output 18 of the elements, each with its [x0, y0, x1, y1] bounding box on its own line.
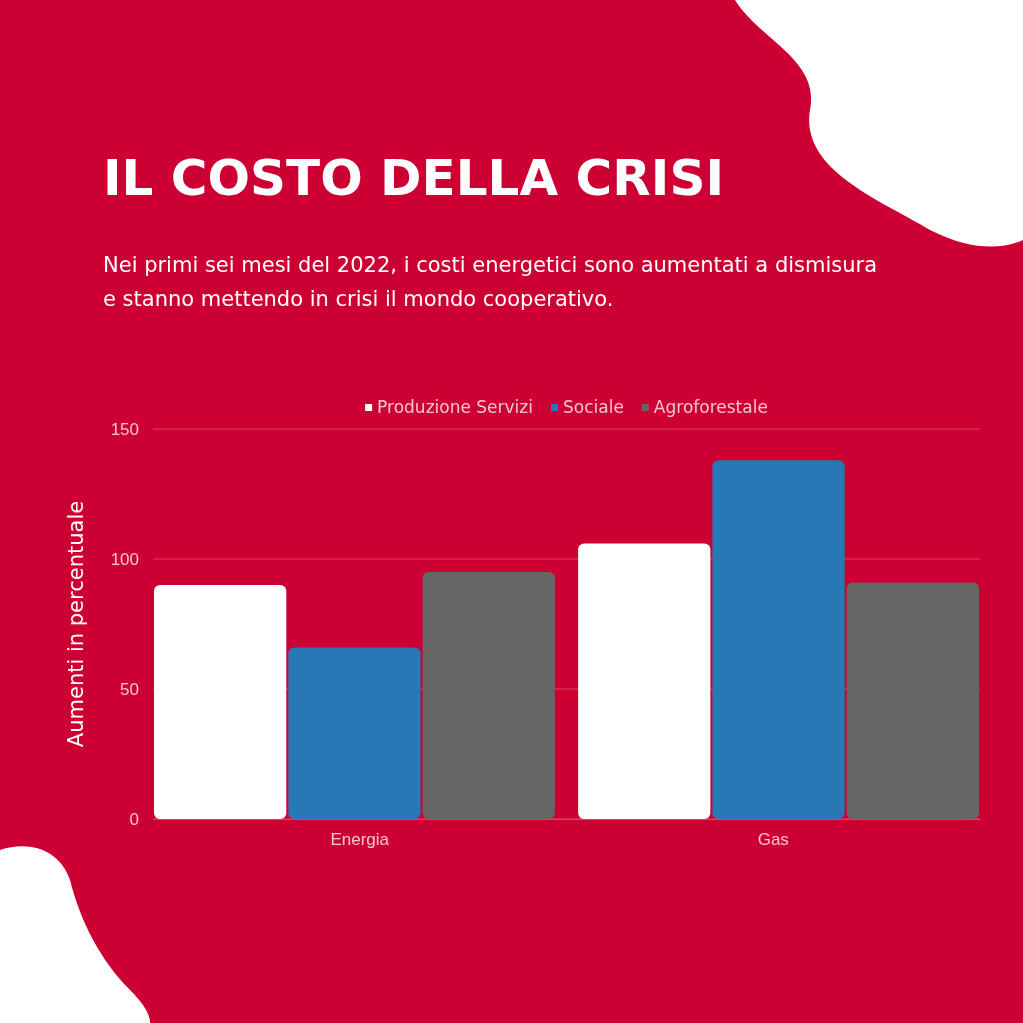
legend-label: Agroforestale [653, 397, 768, 417]
bar [712, 460, 845, 819]
y-tick-label: 50 [120, 679, 139, 699]
bar [422, 572, 555, 819]
x-tick-label: Energia [330, 830, 390, 850]
legend-label: Produzione Servizi [377, 397, 533, 417]
y-tick-label: 150 [110, 419, 139, 439]
chart-subtitle: Nei primi sei mesi del 2022, i costi energetici sono aumentati a dismisura e stanno mettendo in crisi il mondo cooperativo. [103, 253, 878, 311]
bar [846, 582, 979, 819]
bar [578, 543, 711, 819]
y-tick-label: 100 [110, 549, 139, 569]
bar [288, 647, 421, 819]
chart-title: IL COSTO DELLA CRISI [103, 149, 724, 207]
legend-label: Sociale [562, 397, 624, 417]
y-tick-label: 0 [129, 809, 139, 829]
bar [154, 585, 287, 819]
x-tick-label: Gas [757, 830, 789, 850]
y-axis-title: Aumenti in percentuale [64, 500, 88, 748]
